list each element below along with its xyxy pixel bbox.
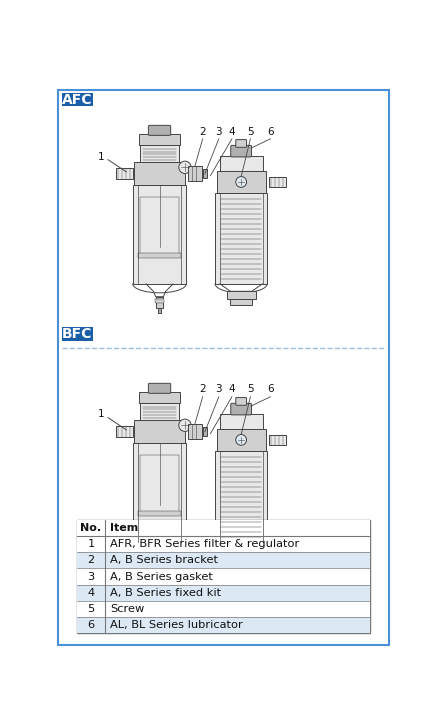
FancyBboxPatch shape <box>215 193 267 284</box>
Bar <box>62 326 92 340</box>
Bar <box>140 196 179 254</box>
FancyBboxPatch shape <box>133 185 187 284</box>
Bar <box>77 569 370 585</box>
Bar <box>77 520 370 633</box>
Text: A, B Series bracket: A, B Series bracket <box>110 555 218 566</box>
Bar <box>203 169 207 178</box>
Bar <box>139 134 181 145</box>
Bar <box>62 92 92 106</box>
Bar <box>77 520 370 536</box>
Bar <box>188 166 202 181</box>
Text: 5: 5 <box>87 604 95 614</box>
Text: AFR, BFR Series filter & regulator: AFR, BFR Series filter & regulator <box>110 539 300 549</box>
Bar <box>138 253 181 258</box>
Bar <box>155 557 164 561</box>
Bar <box>77 536 370 553</box>
Text: 6: 6 <box>267 126 274 137</box>
Bar <box>134 420 185 443</box>
Bar <box>157 555 163 566</box>
Bar <box>227 292 256 299</box>
Circle shape <box>236 435 246 446</box>
Text: 6: 6 <box>267 385 274 395</box>
Text: 4: 4 <box>228 126 235 137</box>
Bar <box>134 162 185 185</box>
Text: Item: Item <box>110 523 139 533</box>
FancyBboxPatch shape <box>133 443 187 542</box>
Bar <box>158 308 161 313</box>
Bar <box>140 403 179 420</box>
FancyBboxPatch shape <box>148 125 171 135</box>
Bar <box>158 566 161 571</box>
Text: BFC: BFC <box>62 326 92 341</box>
Bar <box>269 177 286 188</box>
FancyBboxPatch shape <box>231 403 252 415</box>
Text: AL, BL Series lubricator: AL, BL Series lubricator <box>110 620 243 630</box>
Bar <box>116 426 133 437</box>
Bar <box>269 435 286 446</box>
Circle shape <box>179 161 191 174</box>
Text: 2: 2 <box>88 555 95 566</box>
Text: Screw: Screw <box>110 604 144 614</box>
Bar <box>230 299 252 305</box>
FancyBboxPatch shape <box>231 145 252 157</box>
Text: 1: 1 <box>98 409 104 419</box>
Bar <box>155 299 164 303</box>
Bar <box>227 549 256 557</box>
Bar <box>77 617 370 633</box>
Bar <box>138 511 181 516</box>
Text: A, B Series gasket: A, B Series gasket <box>110 571 213 582</box>
Text: 3: 3 <box>215 385 222 395</box>
Text: No.: No. <box>81 523 102 533</box>
FancyBboxPatch shape <box>236 140 246 148</box>
Text: 5: 5 <box>247 385 254 395</box>
Text: AFC: AFC <box>62 92 92 107</box>
Bar <box>217 171 266 193</box>
Circle shape <box>236 177 246 188</box>
Bar <box>116 168 133 179</box>
Bar <box>217 429 266 451</box>
Bar <box>220 414 263 429</box>
Text: 3: 3 <box>87 571 95 582</box>
Bar <box>220 156 263 171</box>
Text: 4: 4 <box>228 385 235 395</box>
Bar <box>77 601 370 617</box>
Bar <box>230 557 252 563</box>
Bar <box>157 297 163 308</box>
Text: 2: 2 <box>199 385 206 395</box>
Bar <box>188 424 202 439</box>
Text: 1: 1 <box>87 539 95 549</box>
Bar <box>77 585 370 601</box>
Text: 3: 3 <box>215 126 222 137</box>
Text: 4: 4 <box>88 587 95 598</box>
Text: 5: 5 <box>247 126 254 137</box>
Text: 1: 1 <box>98 151 104 161</box>
Bar <box>140 454 179 513</box>
Circle shape <box>179 419 191 431</box>
Text: A, B Series fixed kit: A, B Series fixed kit <box>110 587 221 598</box>
FancyBboxPatch shape <box>236 398 246 405</box>
FancyBboxPatch shape <box>148 383 171 393</box>
Text: 6: 6 <box>88 620 95 630</box>
Bar <box>139 392 181 403</box>
Bar <box>203 427 207 436</box>
FancyBboxPatch shape <box>215 451 267 542</box>
Bar <box>140 145 179 162</box>
Text: 2: 2 <box>199 126 206 137</box>
Bar <box>77 553 370 569</box>
